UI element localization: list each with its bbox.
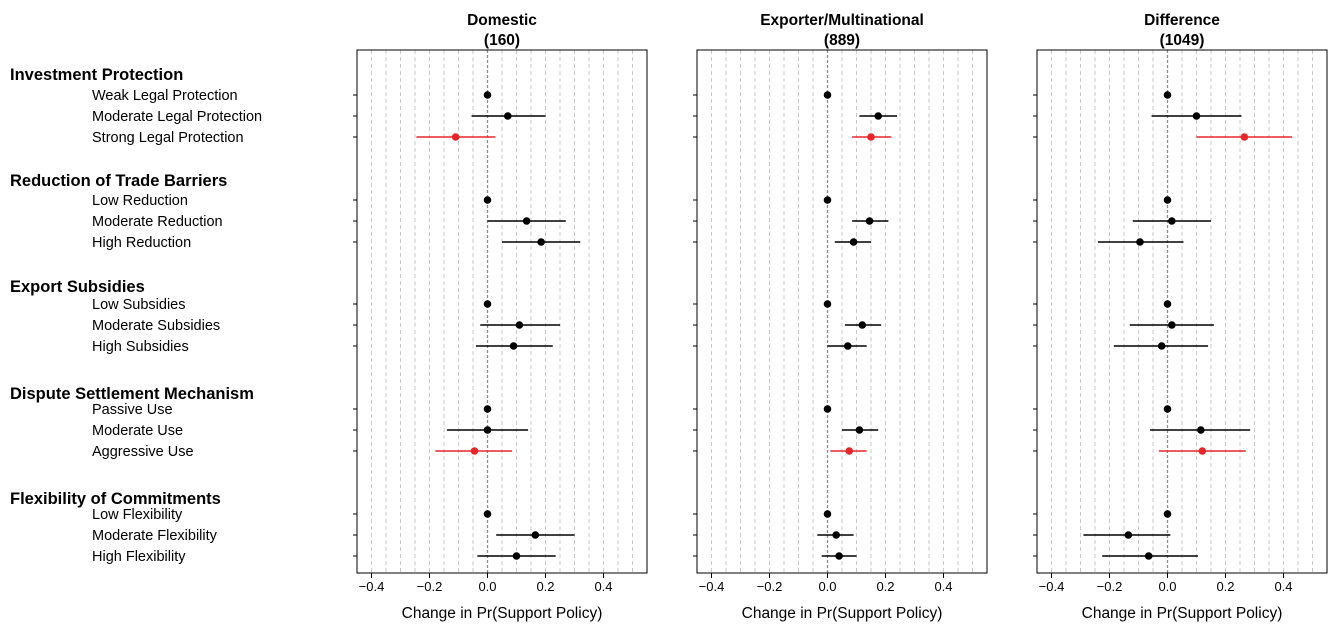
x-tick-label: −0.2 xyxy=(417,579,443,594)
estimate-point xyxy=(874,112,883,120)
estimate-point xyxy=(512,552,521,560)
estimate-point xyxy=(1168,217,1176,225)
estimate-point xyxy=(1192,112,1201,120)
estimate-point xyxy=(835,552,843,560)
estimate-point xyxy=(483,426,492,434)
level-label: Strong Legal Protection xyxy=(92,130,244,146)
group-label: Export Subsidies xyxy=(10,278,145,296)
estimate-point xyxy=(823,510,832,518)
estimate-point xyxy=(1163,510,1172,518)
estimate-point xyxy=(483,91,492,99)
estimate-point xyxy=(832,531,840,539)
x-tick-label: −0.2 xyxy=(757,579,783,594)
x-tick-label: 0.0 xyxy=(1158,579,1176,594)
estimate-point xyxy=(483,405,492,413)
estimate-point xyxy=(1240,133,1249,141)
estimate-point xyxy=(1163,196,1172,204)
group-label: Dispute Settlement Mechanism xyxy=(10,385,254,403)
x-tick-label: 0.2 xyxy=(536,579,554,594)
panel-frame xyxy=(1036,49,1328,574)
estimate-point xyxy=(1198,447,1207,455)
level-label: High Reduction xyxy=(92,235,191,251)
level-label: Low Subsidies xyxy=(92,297,186,313)
x-tick-label: −0.4 xyxy=(359,579,385,594)
panel-subtitle: (889) xyxy=(824,32,860,49)
estimate-point xyxy=(1163,300,1172,308)
level-label: Weak Legal Protection xyxy=(92,88,238,104)
panel-title: Exporter/Multinational xyxy=(760,12,924,29)
x-tick-label: 0.4 xyxy=(934,579,952,594)
panel-subtitle: (1049) xyxy=(1160,32,1205,49)
x-tick-label: 0.2 xyxy=(1216,579,1234,594)
level-label: Passive Use xyxy=(92,402,173,418)
x-axis-label: Change in Pr(Support Policy) xyxy=(742,605,943,622)
estimate-point xyxy=(470,447,479,455)
level-label: Moderate Legal Protection xyxy=(92,109,262,125)
x-tick-label: 0.4 xyxy=(594,579,612,594)
level-label: Moderate Reduction xyxy=(92,214,223,230)
level-label: High Flexibility xyxy=(92,549,186,565)
group-label: Investment Protection xyxy=(10,66,183,84)
estimate-point xyxy=(1197,426,1205,434)
estimate-point xyxy=(483,196,492,204)
estimate-point xyxy=(451,133,460,141)
x-tick-label: 0.0 xyxy=(478,579,496,594)
estimate-point xyxy=(1124,531,1133,539)
x-tick-label: −0.4 xyxy=(1039,579,1065,594)
x-tick-label: −0.2 xyxy=(1097,579,1123,594)
estimate-point xyxy=(1168,321,1176,329)
estimate-point xyxy=(1144,552,1153,560)
level-label: Moderate Use xyxy=(92,423,183,439)
estimate-point xyxy=(1157,342,1166,350)
estimate-point xyxy=(865,217,874,225)
estimate-point xyxy=(844,342,852,350)
panel-title: Difference xyxy=(1144,12,1220,29)
level-label: Moderate Flexibility xyxy=(92,528,218,544)
estimate-point xyxy=(537,238,545,246)
estimate-point xyxy=(823,300,832,308)
x-tick-label: 0.2 xyxy=(876,579,894,594)
group-label: Flexibility of Commitments xyxy=(10,490,221,508)
estimate-point xyxy=(483,300,492,308)
estimate-point xyxy=(1163,91,1172,99)
panel-frame xyxy=(356,49,648,574)
estimate-point xyxy=(483,510,492,518)
estimate-point xyxy=(845,447,854,455)
x-tick-label: −0.4 xyxy=(699,579,725,594)
panel-subtitle: (160) xyxy=(484,32,520,49)
estimate-point xyxy=(531,531,540,539)
level-label: High Subsidies xyxy=(92,339,189,355)
x-axis-label: Change in Pr(Support Policy) xyxy=(402,605,603,622)
estimate-point xyxy=(515,321,524,329)
group-label: Reduction of Trade Barriers xyxy=(10,172,227,190)
estimate-point xyxy=(522,217,531,225)
estimate-point xyxy=(1163,405,1172,413)
level-label: Moderate Subsidies xyxy=(92,318,220,334)
estimate-point xyxy=(1136,238,1144,246)
estimate-point xyxy=(504,112,512,120)
x-axis-label: Change in Pr(Support Policy) xyxy=(1082,605,1283,622)
level-label: Aggressive Use xyxy=(92,444,194,460)
panel-title: Domestic xyxy=(467,12,537,29)
estimate-point xyxy=(855,426,864,434)
estimate-point xyxy=(858,321,867,329)
x-tick-label: 0.4 xyxy=(1274,579,1292,594)
level-label: Low Flexibility xyxy=(92,507,183,523)
panel-frame xyxy=(696,49,988,574)
estimate-point xyxy=(849,238,858,246)
level-label: Low Reduction xyxy=(92,193,188,209)
estimate-point xyxy=(509,342,518,350)
x-tick-label: 0.0 xyxy=(818,579,836,594)
estimate-point xyxy=(823,196,832,204)
estimate-point xyxy=(823,91,832,99)
estimate-point xyxy=(823,405,832,413)
estimate-point xyxy=(867,133,875,141)
